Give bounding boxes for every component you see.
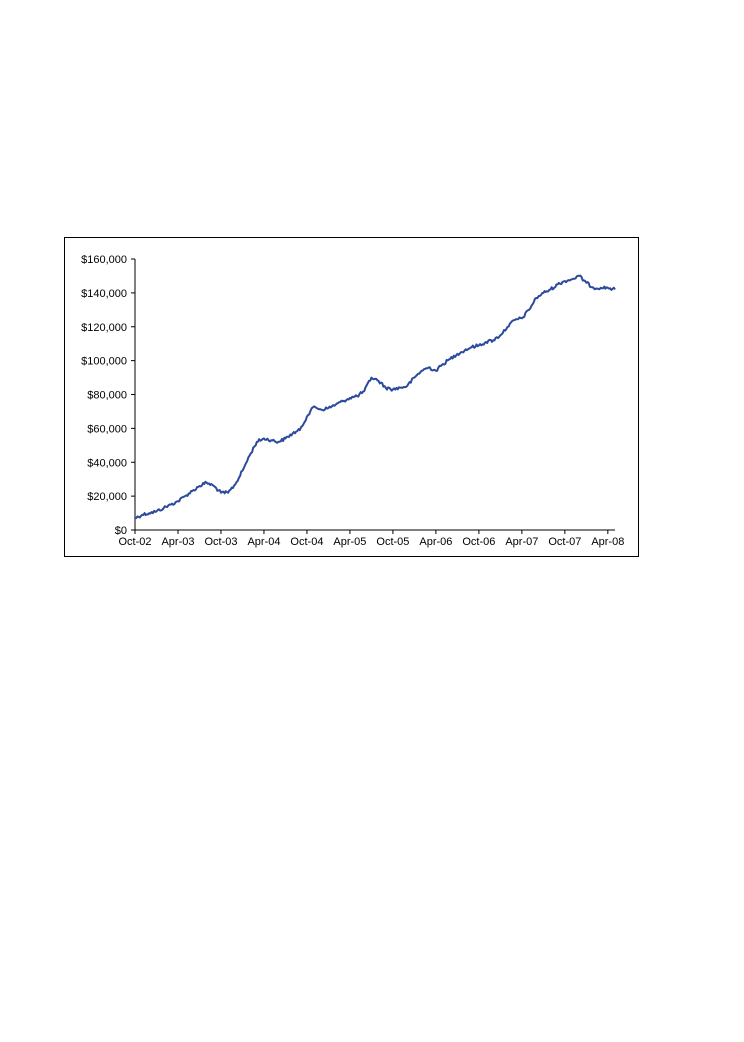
y-tick-label: $80,000 xyxy=(87,390,127,402)
y-tick-label: $140,000 xyxy=(81,288,127,300)
chart-axes xyxy=(134,259,615,531)
chart-frame: $0 $20,000 $40,000 $60,000 $80,000 $100,000 $1… xyxy=(64,237,639,557)
y-tick-label: $60,000 xyxy=(87,423,127,435)
line-chart: $0 $20,000 $40,000 $60,000 $80,000 $100,000 $1… xyxy=(81,254,624,548)
x-tick-label: Apr-06 xyxy=(419,536,452,548)
y-axis-ticks: $0 $20,000 $40,000 $60,000 $80,000 $100,000 $1… xyxy=(81,254,135,537)
x-tick-label: Apr-07 xyxy=(505,536,538,548)
x-tick-label: Oct-06 xyxy=(462,536,495,548)
x-tick-label: Oct-04 xyxy=(290,536,323,548)
y-tick-label: $100,000 xyxy=(81,356,127,368)
x-tick-label: Apr-03 xyxy=(161,536,194,548)
y-tick-label: $40,000 xyxy=(87,457,127,469)
x-tick-label: Oct-02 xyxy=(118,536,151,548)
x-tick-label: Oct-05 xyxy=(376,536,409,548)
y-tick-label: $160,000 xyxy=(81,254,127,266)
y-tick-label: $20,000 xyxy=(87,491,127,503)
y-tick-label: $120,000 xyxy=(81,322,127,334)
x-tick-label: Apr-04 xyxy=(247,536,280,548)
x-tick-label: Apr-08 xyxy=(591,536,624,548)
series-group xyxy=(135,274,616,520)
x-tick-label: Oct-07 xyxy=(548,536,581,548)
series-line xyxy=(135,274,616,520)
x-tick-label: Oct-03 xyxy=(204,536,237,548)
y-tick-label: $0 xyxy=(115,525,127,537)
x-tick-label: Apr-05 xyxy=(333,536,366,548)
x-axis-ticks: Oct-02 Apr-03 Oct-03 Apr-04 Oct-04 Apr-05 Oct-… xyxy=(118,530,624,548)
